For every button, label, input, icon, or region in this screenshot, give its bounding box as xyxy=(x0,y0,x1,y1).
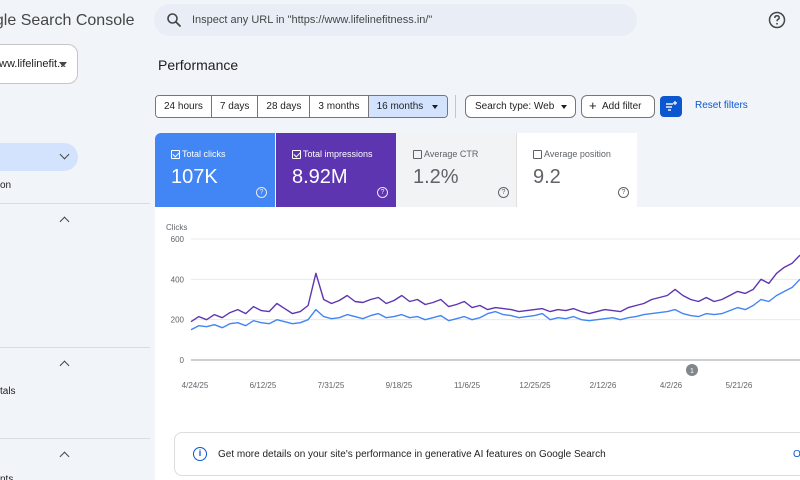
caret-down-icon xyxy=(561,105,567,109)
search-type-dropdown[interactable]: Search type: Web xyxy=(465,95,576,118)
nav-subitem-reports[interactable]: nts xyxy=(0,474,14,480)
filter-list-icon xyxy=(666,101,677,111)
chevron-up-icon[interactable] xyxy=(59,360,70,371)
sidebar: ogle Search Console ww.lifelinefit... on… xyxy=(0,0,150,480)
info-icon: i xyxy=(193,447,207,461)
checkbox-checked-icon xyxy=(171,150,180,159)
metric-label: Average CTR xyxy=(424,149,479,159)
x-tick-label: 4/24/25 xyxy=(182,381,209,390)
metric-value: 1.2% xyxy=(413,166,459,188)
metric-label: Total clicks xyxy=(182,149,226,159)
help-icon[interactable] xyxy=(768,11,786,29)
property-selector[interactable]: ww.lifelinefit... xyxy=(0,44,78,84)
url-inspect-search[interactable] xyxy=(154,4,637,36)
performance-chart[interactable]: Clicks 0 200 400 600 4/24/25 6/12/25 7/31/25 9/1… xyxy=(155,207,800,410)
metric-card-total-impressions[interactable]: Total impressions 8.92M ? xyxy=(276,133,396,207)
metric-value: 9.2 xyxy=(533,166,561,188)
nav-section-indexing[interactable] xyxy=(0,203,150,348)
y-tick-label: 200 xyxy=(171,316,185,325)
help-icon[interactable]: ? xyxy=(256,187,267,198)
app-brand[interactable]: ogle Search Console xyxy=(0,12,135,29)
help-icon[interactable]: ? xyxy=(618,187,629,198)
info-banner-link[interactable]: O xyxy=(793,449,800,460)
checkbox-checked-icon xyxy=(292,150,301,159)
range-28-days[interactable]: 28 days xyxy=(258,96,311,117)
search-input[interactable] xyxy=(192,4,622,36)
y-tick-label: 0 xyxy=(180,356,185,365)
chevron-down-icon xyxy=(59,149,70,160)
add-filter-button[interactable]: + Add filter xyxy=(581,95,655,118)
search-icon xyxy=(167,13,181,27)
search-type-label: Search type: Web xyxy=(475,101,555,112)
x-tick-label: 5/21/26 xyxy=(726,381,753,390)
reset-filters-link[interactable]: Reset filters xyxy=(695,100,748,111)
nav-subitem-vitals[interactable]: tals xyxy=(0,386,16,397)
divider xyxy=(455,95,456,118)
metric-card-average-ctr[interactable]: Average CTR 1.2% ? xyxy=(397,133,517,207)
annotation-marker xyxy=(686,364,698,376)
y-axis-label: Clicks xyxy=(166,223,187,232)
range-24-hours[interactable]: 24 hours xyxy=(156,96,212,117)
metric-label: Total impressions xyxy=(303,149,373,159)
chevron-up-icon[interactable] xyxy=(59,216,70,227)
checkbox-unchecked-icon xyxy=(413,150,422,159)
series-line-clicks xyxy=(190,278,800,331)
metric-value: 8.92M xyxy=(292,166,348,188)
range-3-months[interactable]: 3 months xyxy=(310,96,369,117)
filter-settings-button[interactable] xyxy=(660,96,682,117)
range-16-months[interactable]: 16 months xyxy=(368,96,448,117)
help-icon[interactable]: ? xyxy=(498,187,509,198)
checkbox-unchecked-icon xyxy=(533,150,542,159)
metric-card-total-clicks[interactable]: Total clicks 107K ? xyxy=(155,133,275,207)
metric-card-average-position[interactable]: Average position 9.2 ? xyxy=(517,133,637,207)
x-tick-label: 4/2/26 xyxy=(660,381,683,390)
y-tick-label: 400 xyxy=(171,275,185,284)
range-16-months-label: 16 months xyxy=(376,101,424,112)
nav-section-experience[interactable] xyxy=(0,347,150,439)
series-line-impressions xyxy=(190,254,800,323)
chart-panel xyxy=(155,207,800,410)
y-tick-label: 600 xyxy=(171,235,185,244)
annotation-label: 1 xyxy=(690,368,694,375)
x-tick-label: 12/25/25 xyxy=(519,381,551,390)
metric-value: 107K xyxy=(171,166,218,188)
add-filter-label: Add filter xyxy=(602,101,642,112)
range-7-days[interactable]: 7 days xyxy=(211,96,259,117)
caret-down-icon xyxy=(59,62,67,67)
property-label: ww.lifelinefit... xyxy=(0,58,67,70)
caret-down-icon xyxy=(432,105,439,109)
metric-label: Average position xyxy=(544,149,611,159)
x-tick-label: 11/6/25 xyxy=(454,381,481,390)
x-tick-label: 6/12/25 xyxy=(250,381,277,390)
x-tick-label: 9/18/25 xyxy=(386,381,413,390)
chevron-up-icon[interactable] xyxy=(59,451,70,462)
nav-section-enhancements[interactable] xyxy=(0,438,150,480)
nav-item-performance[interactable] xyxy=(0,143,78,171)
date-range-group: 24 hours 7 days 28 days 3 months 16 mont… xyxy=(155,95,449,118)
x-tick-label: 7/31/25 xyxy=(318,381,345,390)
info-banner-text: Get more details on your site's performa… xyxy=(218,449,606,460)
page-title: Performance xyxy=(158,57,239,73)
plus-icon: + xyxy=(589,98,597,113)
info-banner: i Get more details on your site's perfor… xyxy=(174,432,800,476)
x-tick-label: 2/12/26 xyxy=(590,381,617,390)
help-icon[interactable]: ? xyxy=(377,187,388,198)
nav-subitem[interactable]: on xyxy=(0,180,12,191)
